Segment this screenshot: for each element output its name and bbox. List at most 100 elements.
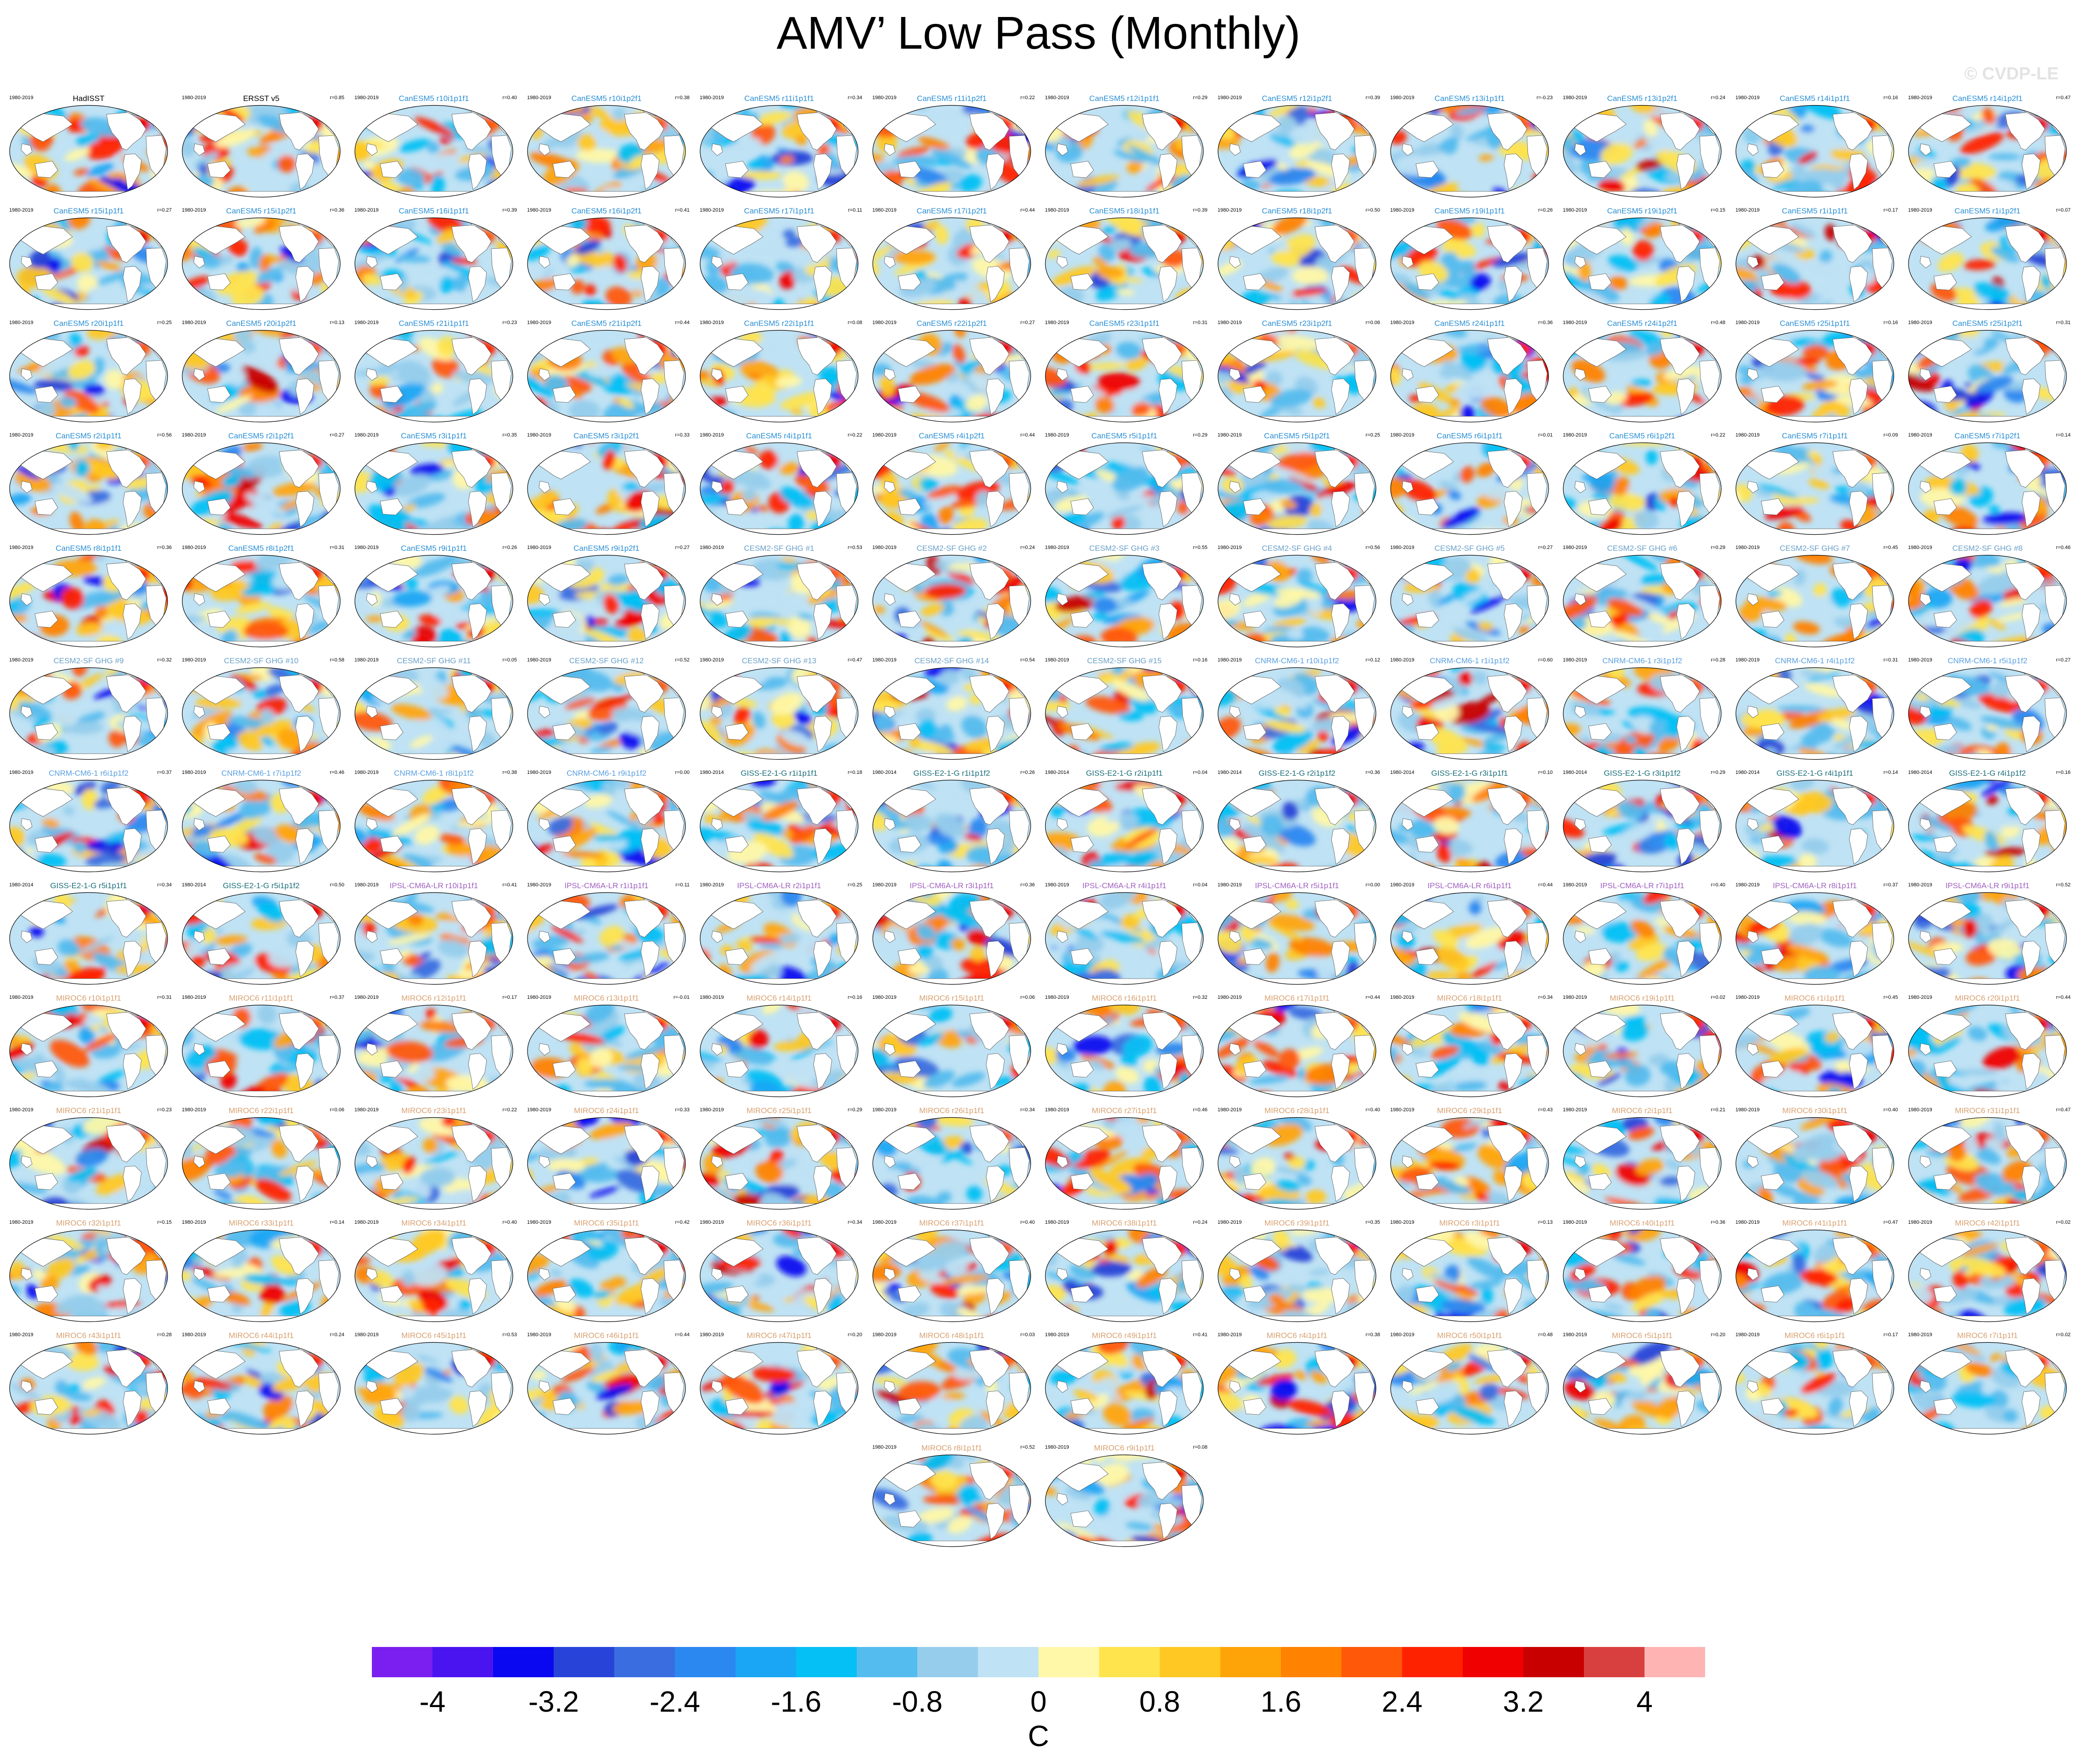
panel-label: MIROC6 r46i1p1f1 [574,1331,639,1340]
map-panel: 1980-2019 CESM2-SF GHG #5 r=0.27 [1385,544,1555,656]
panel-correlation: r=0.12 [1365,657,1381,663]
anomaly-map [1218,1004,1376,1098]
panel-period: 1980-2019 [1563,1332,1587,1338]
panel-period: 1980-2019 [1908,95,1932,101]
anomaly-map [872,1117,1031,1210]
map-panel: 1980-2019 CanESM5 r13i1p1f1 r=-0.23 [1385,94,1555,207]
map-panel: 1980-2014 GISS-E2-1-G r3i1p1f2 r=0.29 [1557,769,1727,881]
panel-label: CanESM5 r12i1p1f1 [1089,94,1160,103]
map-panel: 1980-2019 CanESM5 r23i1p1f1 r=0.31 [1039,319,1209,431]
map-panel: 1980-2019 MIROC6 r7i1p1f1 r=0.02 [1903,1331,2072,1444]
anomaly-map [1735,1004,1894,1098]
colorbar-tick-label: 3.2 [1503,1685,1544,1718]
anomaly-map [872,1342,1031,1435]
anomaly-map [9,1342,168,1435]
panel-label: CanESM5 r20i1p2f1 [226,319,297,328]
panel-label: MIROC6 r23i1p1f1 [401,1106,466,1115]
panel-period: 1980-2019 [1390,545,1415,550]
panel-label: CanESM5 r22i1p1f1 [744,319,814,328]
panel-label: MIROC6 r31i1p1f1 [1955,1106,2020,1115]
map-panel: 1980-2014 GISS-E2-1-G r5i1p1f1 r=0.34 [4,881,174,994]
panel-period: 1980-2019 [1735,320,1760,325]
panel-correlation: r=0.20 [848,1332,863,1338]
panel-correlation: r=0.44 [675,320,690,325]
map-panel: 1980-2019 CESM2-SF GHG #14 r=0.54 [867,656,1037,769]
anomaly-map [1908,779,2067,873]
panel-label: CanESM5 r18i1p1f1 [1089,207,1160,215]
panel-label: CanESM5 r13i1p2f1 [1607,94,1678,103]
panel-period: 1980-2019 [1218,95,1242,101]
colorbar-swatch [1523,1647,1584,1677]
panel-label: MIROC6 r48i1p1f1 [919,1331,984,1340]
panel-period: 1980-2019 [9,995,34,1000]
panel-correlation: r=0.44 [675,1332,690,1338]
anomaly-map [872,105,1031,198]
panel-period: 1980-2019 [872,657,897,663]
map-panel: 1980-2019 ERSST v5 r=0.85 [176,94,346,207]
panel-label: CanESM5 r22i1p2f1 [916,319,987,328]
map-panel: 1980-2019 MIROC6 r8i1p1f1 r=0.52 [867,1444,1037,1556]
colorbar-swatch [1463,1647,1524,1677]
panel-correlation: r=0.22 [502,1107,517,1113]
map-panel: 1980-2019 MIROC6 r39i1p1f1 r=0.35 [1212,1219,1382,1331]
anomaly-map [1218,442,1376,535]
anomaly-map [1735,779,1894,873]
anomaly-map [700,1004,859,1098]
panel-period: 1980-2019 [527,545,551,550]
panel-correlation: r=0.56 [1365,545,1381,550]
panel-period: 1980-2019 [182,1220,206,1225]
colorbar-swatch [614,1647,675,1677]
map-panel: 1980-2019 CanESM5 r6i1p2f1 r=0.22 [1557,431,1727,544]
map-panel: 1980-2019 MIROC6 r9i1p1f1 r=0.08 [1039,1444,1209,1556]
panel-correlation: r=0.46 [2056,545,2071,550]
anomaly-map [1045,1004,1204,1098]
map-panel: 1980-2019 MIROC6 r16i1p1f1 r=0.32 [1039,994,1209,1106]
panel-period: 1980-2019 [9,1220,34,1225]
panel-correlation: r=0.23 [157,1107,172,1113]
panel-label: CanESM5 r14i1p2f1 [1952,94,2023,103]
panel-period: 1980-2019 [527,95,551,101]
panel-period: 1980-2019 [527,770,551,775]
map-panel: 1980-2019 CNRM-CM6-1 r7i1p1f2 r=0.46 [176,769,346,881]
map-panel: 1980-2019 CanESM5 r24i1p2f1 r=0.48 [1557,319,1727,431]
panel-period: 1980-2019 [872,207,897,213]
panel-correlation: r=0.47 [2056,95,2071,101]
map-panel: 1980-2019 CanESM5 r6i1p1f1 r=0.01 [1385,431,1555,544]
panel-period: 1980-2019 [354,1107,379,1113]
panel-correlation: r=0.29 [1711,770,1726,775]
colorbar-swatch [1584,1647,1645,1677]
map-panel: 1980-2019 CanESM5 r1i1p1f1 r=0.17 [1730,207,1900,319]
panel-period: 1980-2019 [1908,1107,1932,1113]
map-panel: 1980-2019 MIROC6 r35i1p1f1 r=0.42 [522,1219,691,1331]
anomaly-map [527,1229,686,1322]
anomaly-map [1218,217,1376,310]
colorbar-swatch [917,1647,978,1677]
map-panel: 1980-2019 CanESM5 r3i1p1f1 r=0.35 [349,431,519,544]
map-panel: 1980-2019 CanESM5 r21i1p1f1 r=0.23 [349,319,519,431]
panel-label: MIROC6 r16i1p1f1 [1092,994,1157,1002]
map-panel: 1980-2019 MIROC6 r6i1p1f1 r=0.17 [1730,1331,1900,1444]
panel-correlation: r=0.10 [1538,770,1553,775]
panel-label: MIROC6 r26i1p1f1 [919,1106,984,1115]
panel-period: 1980-2019 [1908,545,1932,550]
anomaly-map [9,1229,168,1322]
panel-period: 1980-2019 [9,432,34,438]
panel-label: CanESM5 r2i1p2f1 [228,431,294,440]
panel-period: 1980-2019 [9,320,34,325]
panel-correlation: r=0.43 [1538,1107,1553,1113]
panel-correlation: r=0.46 [330,770,345,775]
panel-period: 1980-2019 [872,320,897,325]
panel-label: CNRM-CM6-1 r9i1p1f2 [567,769,646,778]
panel-label: MIROC6 r28i1p1f1 [1264,1106,1330,1115]
panel-period: 1980-2019 [1908,1332,1932,1338]
panel-label: CNRM-CM6-1 r3i1p1f2 [1602,656,1682,665]
colorbar-swatch [978,1647,1039,1677]
panel-label: IPSL-CM6A-LR r2i1p1f1 [737,881,821,890]
panel-label: MIROC6 r38i1p1f1 [1092,1219,1157,1227]
panel-label: CNRM-CM6-1 r4i1p1f2 [1775,656,1855,665]
map-panel: 1980-2019 CNRM-CM6-1 r8i1p1f2 r=0.38 [349,769,519,881]
anomaly-map [354,779,513,873]
panel-correlation: r=0.37 [1883,882,1898,888]
anomaly-map [182,1229,341,1322]
map-panel: 1980-2019 MIROC6 r38i1p1f1 r=0.24 [1039,1219,1209,1331]
